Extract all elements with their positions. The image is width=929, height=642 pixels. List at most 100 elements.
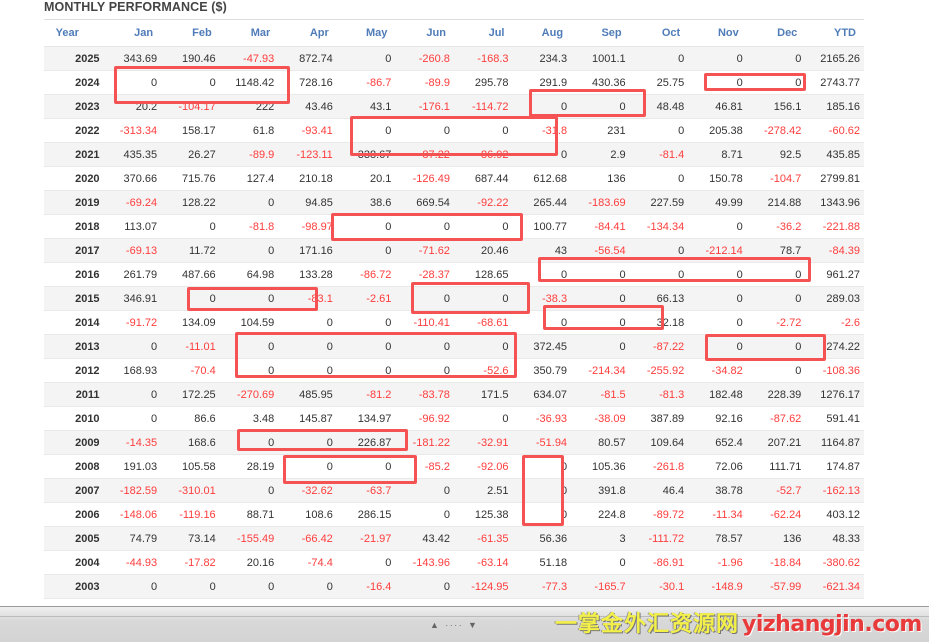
month-cell: 0 xyxy=(102,406,162,431)
table-row: 2023 20.2 -104.17 222 43.46 43.1 -176.1 -114.72… xyxy=(44,94,864,119)
month-cell: -148.9 xyxy=(688,574,747,599)
month-cell: 0 xyxy=(746,46,806,71)
ytd-cell: -108.36 xyxy=(805,358,864,383)
month-cell: -86.7 xyxy=(336,70,396,95)
month-cell: 0 xyxy=(219,286,279,311)
column-header-sep: Sep xyxy=(571,20,630,47)
month-cell: -155.49 xyxy=(219,526,279,551)
table-row: 2020 370.66 715.76 127.4 210.18 20.1 -126.49 68… xyxy=(44,166,864,191)
month-cell: -71.62 xyxy=(395,238,454,263)
year-cell: 2025 xyxy=(44,46,103,71)
month-cell: -86.92 xyxy=(453,142,513,167)
month-cell: 0 xyxy=(512,454,572,479)
month-cell: -86.72 xyxy=(336,262,396,287)
month-cell: -69.24 xyxy=(102,190,162,215)
column-header-apr: Apr xyxy=(278,20,337,47)
year-cell: 2016 xyxy=(44,262,103,287)
month-cell: -148.06 xyxy=(102,502,162,527)
month-cell: -91.72 xyxy=(102,310,162,335)
ytd-cell: -621.34 xyxy=(805,574,864,599)
month-cell: -110.41 xyxy=(395,310,454,335)
month-cell: -81.3 xyxy=(629,382,689,407)
month-cell: 1148.42 xyxy=(219,70,279,95)
month-cell: -96.92 xyxy=(395,406,454,431)
month-cell: -214.34 xyxy=(571,358,630,383)
month-cell: 0 xyxy=(629,46,689,71)
month-cell: -1.96 xyxy=(688,550,747,575)
month-cell: 88.71 xyxy=(219,502,279,527)
month-cell: 134.97 xyxy=(336,406,396,431)
table-row: 2016 261.79 487.66 64.98 133.28 -86.72 -28.37 1… xyxy=(44,262,864,287)
ytd-cell: 185.16 xyxy=(805,94,864,119)
month-cell: 634.07 xyxy=(512,382,572,407)
year-cell: 2021 xyxy=(44,142,103,167)
year-cell: 2004 xyxy=(44,550,103,575)
month-cell: 0 xyxy=(336,238,396,263)
panel-splitter[interactable]: ▲ ∙∙∙∙ ▼ 一掌金外汇资源网 yizhangjin.com xyxy=(0,606,929,642)
triangle-down-icon[interactable]: ▼ xyxy=(467,620,479,630)
month-cell: 1001.1 xyxy=(571,46,630,71)
month-cell: 136 xyxy=(571,166,630,191)
year-cell: 2017 xyxy=(44,238,103,263)
month-cell: 127.4 xyxy=(219,166,279,191)
month-cell: 0 xyxy=(629,118,689,143)
month-cell: -81.8 xyxy=(219,214,279,239)
month-cell: 2.9 xyxy=(571,142,630,167)
month-cell: 0 xyxy=(746,286,806,311)
month-cell: -11.34 xyxy=(688,502,747,527)
month-cell: -2.72 xyxy=(746,310,806,335)
month-cell: -310.01 xyxy=(161,478,220,503)
month-cell: -63.14 xyxy=(453,550,513,575)
month-cell: 20.1 xyxy=(336,166,396,191)
month-cell: 295.78 xyxy=(453,70,513,95)
month-cell: 430.36 xyxy=(571,70,630,95)
month-cell: -68.61 xyxy=(453,310,513,335)
month-cell: 0 xyxy=(102,70,162,95)
month-cell: 109.64 xyxy=(629,430,689,455)
month-cell: 391.8 xyxy=(571,478,630,503)
month-cell: 0 xyxy=(336,310,396,335)
month-cell: 0 xyxy=(219,478,279,503)
month-cell: -38.3 xyxy=(512,286,572,311)
ytd-cell: 48.33 xyxy=(805,526,864,551)
month-cell: 113.07 xyxy=(102,214,162,239)
month-cell: -104.7 xyxy=(746,166,806,191)
triangle-up-icon[interactable]: ▲ xyxy=(430,620,441,630)
month-cell: 0 xyxy=(571,550,630,575)
month-cell: 0 xyxy=(688,334,747,359)
month-cell: 370.66 xyxy=(102,166,162,191)
month-cell: 207.21 xyxy=(746,430,806,455)
month-cell: 28.19 xyxy=(219,454,279,479)
month-cell: -32.62 xyxy=(278,478,337,503)
month-cell: -83.1 xyxy=(278,286,337,311)
column-header-feb: Feb xyxy=(161,20,220,47)
table-row: 2017 -69.13 11.72 0 171.16 0 -71.62 20.46 43 -56.… xyxy=(44,238,864,263)
month-cell: -44.93 xyxy=(102,550,162,575)
column-header-ytd: YTD xyxy=(805,20,864,47)
month-cell: 346.91 xyxy=(102,286,162,311)
month-cell: -255.92 xyxy=(629,358,689,383)
month-cell: -87.22 xyxy=(629,334,689,359)
month-cell: -261.8 xyxy=(629,454,689,479)
title-divider xyxy=(44,19,864,20)
splitter-handle[interactable]: ▲ ∙∙∙∙ ▼ xyxy=(430,620,479,630)
month-cell: 0 xyxy=(453,406,513,431)
month-cell: -52.6 xyxy=(453,358,513,383)
ytd-cell: -60.62 xyxy=(805,118,864,143)
month-cell: 0 xyxy=(688,46,747,71)
month-cell: 485.95 xyxy=(278,382,337,407)
month-cell: 0 xyxy=(336,358,396,383)
month-cell: 0 xyxy=(571,262,630,287)
table-header-row: Year Jan Feb Mar Apr May Jun Jul Aug Sep Oct Nov Dec… xyxy=(44,20,864,47)
year-cell: 2022 xyxy=(44,118,103,143)
month-cell: -36.93 xyxy=(512,406,572,431)
column-header-jan: Jan xyxy=(102,20,162,47)
month-cell: 0 xyxy=(512,94,572,119)
month-cell: 0 xyxy=(571,334,630,359)
month-cell: -18.84 xyxy=(746,550,806,575)
ytd-cell: -2.6 xyxy=(805,310,864,335)
month-cell: 43.42 xyxy=(395,526,454,551)
month-cell: 43.46 xyxy=(278,94,337,119)
ytd-cell: 2799.81 xyxy=(805,166,864,191)
month-cell: 228.39 xyxy=(746,382,806,407)
